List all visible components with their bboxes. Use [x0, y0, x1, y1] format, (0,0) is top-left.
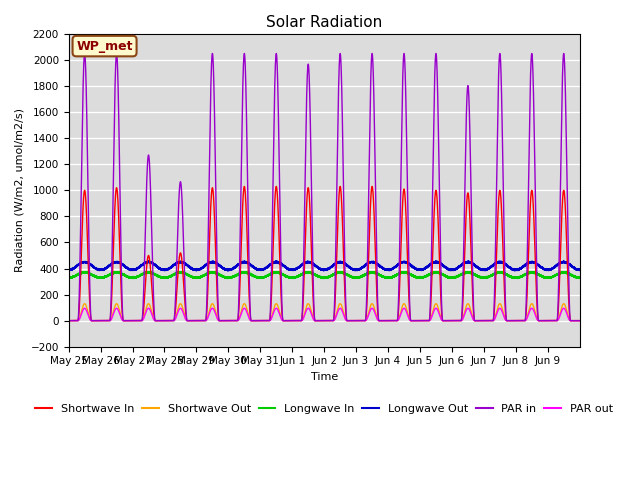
Line: Longwave Out: Longwave Out: [68, 261, 580, 271]
Line: Shortwave In: Shortwave In: [68, 186, 580, 321]
Shortwave Out: [111, 305, 118, 311]
Longwave Out: [205, 260, 213, 265]
Shortwave Out: [241, 301, 248, 307]
PAR in: [497, 82, 505, 87]
Shortwave Out: [460, 312, 468, 317]
Line: Shortwave Out: Shortwave Out: [68, 304, 580, 321]
PAR in: [81, 50, 88, 56]
Longwave Out: [224, 268, 232, 274]
Line: Longwave In: Longwave In: [68, 272, 580, 278]
PAR out: [111, 309, 118, 314]
Shortwave Out: [532, 313, 540, 319]
Line: PAR in: PAR in: [68, 53, 580, 321]
PAR out: [532, 314, 540, 320]
PAR out: [497, 307, 505, 312]
Line: PAR out: PAR out: [68, 308, 580, 321]
Longwave In: [223, 276, 231, 281]
Shortwave Out: [205, 307, 213, 313]
PAR in: [111, 120, 118, 126]
Legend: Shortwave In, Shortwave Out, Longwave In, Longwave Out, PAR in, PAR out: Shortwave In, Shortwave Out, Longwave In…: [31, 399, 618, 418]
Shortwave In: [111, 220, 118, 226]
PAR in: [205, 151, 213, 156]
Longwave In: [205, 270, 213, 276]
Longwave In: [241, 270, 248, 276]
Longwave In: [65, 275, 72, 280]
Title: Solar Radiation: Solar Radiation: [266, 15, 382, 30]
Text: WP_met: WP_met: [76, 39, 133, 53]
Longwave Out: [241, 259, 248, 265]
Longwave In: [497, 269, 505, 275]
Longwave In: [111, 270, 118, 276]
Longwave In: [337, 269, 344, 275]
PAR out: [241, 305, 248, 311]
Longwave Out: [532, 261, 540, 266]
PAR out: [576, 318, 584, 324]
Longwave In: [460, 270, 468, 276]
Y-axis label: Radiation (W/m2, umol/m2/s): Radiation (W/m2, umol/m2/s): [15, 108, 25, 272]
Shortwave In: [65, 318, 72, 324]
PAR out: [205, 310, 213, 316]
Shortwave In: [532, 280, 540, 286]
Shortwave In: [576, 318, 584, 324]
Shortwave In: [241, 184, 248, 190]
Longwave Out: [65, 267, 72, 273]
Longwave Out: [576, 267, 584, 273]
Shortwave Out: [576, 318, 584, 324]
Longwave Out: [460, 260, 468, 266]
PAR out: [460, 313, 468, 319]
Shortwave In: [460, 270, 468, 276]
Longwave Out: [111, 260, 118, 265]
Shortwave Out: [65, 318, 72, 324]
PAR in: [576, 318, 584, 324]
Shortwave Out: [81, 301, 88, 307]
PAR in: [532, 240, 540, 246]
Shortwave In: [497, 203, 505, 208]
PAR out: [81, 305, 88, 311]
X-axis label: Time: Time: [310, 372, 338, 382]
PAR in: [241, 52, 248, 58]
Shortwave In: [241, 183, 248, 189]
Longwave In: [576, 275, 584, 281]
PAR in: [65, 318, 72, 324]
Longwave Out: [497, 259, 505, 265]
Longwave In: [532, 270, 540, 276]
Shortwave Out: [497, 303, 505, 309]
PAR in: [460, 229, 468, 235]
Shortwave In: [205, 235, 213, 241]
PAR out: [65, 318, 72, 324]
Longwave Out: [273, 258, 280, 264]
